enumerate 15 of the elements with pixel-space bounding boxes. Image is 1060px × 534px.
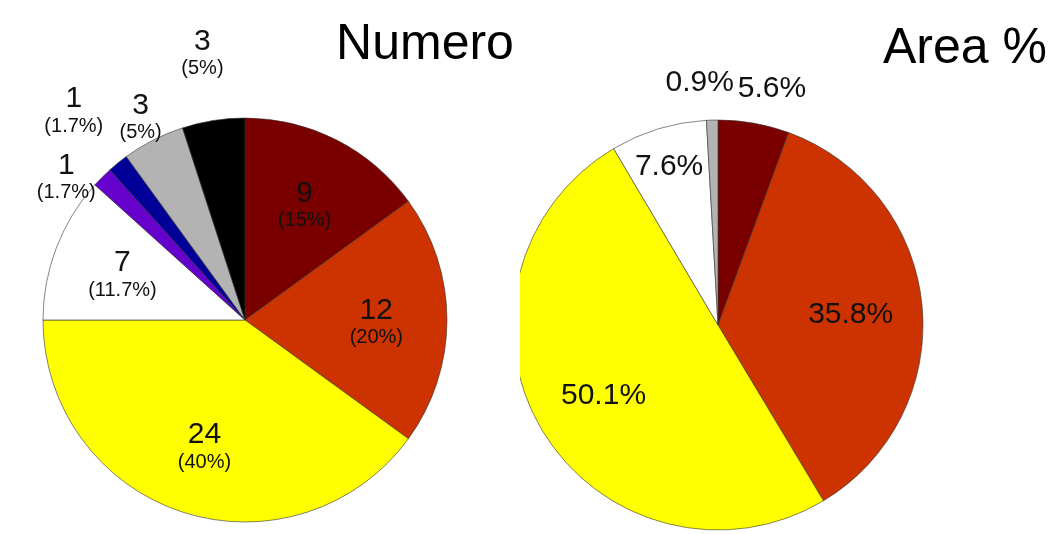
data-label: 3 (5%) [119, 86, 162, 143]
data-label: 3 (5%) [181, 22, 224, 79]
chart-title: Area % [883, 18, 1047, 74]
chart-title: Numero [336, 14, 514, 70]
data-label: 0.9% [665, 64, 734, 98]
data-label: 12 (20%) [349, 291, 403, 347]
data-label: 7.6% [634, 147, 704, 181]
data-label: 5.6% [737, 69, 807, 103]
data-label: 7 (11.7%) [88, 244, 157, 300]
data-label: 1 (1.7%) [44, 80, 104, 136]
data-label: 9 (15%) [277, 174, 332, 231]
data-label: 1 (1.7%) [36, 146, 96, 203]
data-label: 24 (40%) [177, 416, 232, 472]
data-label: 50.1% [560, 376, 647, 410]
data-label: 35.8% [808, 295, 894, 329]
